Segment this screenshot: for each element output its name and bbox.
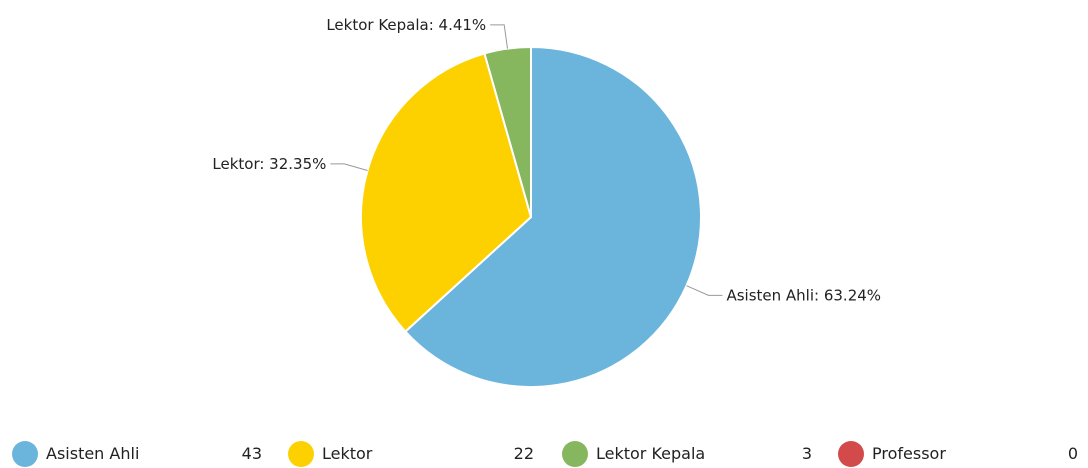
legend-value: 22 [513, 444, 534, 463]
pie-label-asisten-ahli: Asisten Ahli: 63.24% [726, 286, 881, 304]
pie-leader-asisten-ahli [686, 285, 723, 296]
pie-slice-asisten-ahli[interactable] [403, 45, 702, 388]
pie-label-lektor-kepala: Lektor Kepala: 4.41% [326, 16, 486, 34]
legend-value: 43 [241, 444, 262, 463]
chart-legend: Asisten Ahli 43 Lektor 22 Lektor Kepala … [0, 440, 1088, 468]
pie-slice-lektor-kepala[interactable] [483, 45, 532, 218]
pie-leader-lines [330, 24, 723, 296]
legend-swatch-asisten-ahli [12, 441, 38, 467]
legend-value: 3 [801, 444, 812, 463]
pie-label-lektor: Lektor: 32.35% [212, 155, 326, 173]
pie-chart: Asisten Ahli: 63.24% Lektor: 32.35% Lektor… [212, 16, 881, 388]
pie-labels: Asisten Ahli: 63.24% Lektor: 32.35% Lektor… [212, 16, 881, 305]
legend-label: Professor [872, 444, 946, 463]
pie-slices [360, 45, 702, 388]
legend-value: 0 [1067, 444, 1078, 463]
legend-label: Lektor [322, 444, 373, 463]
legend-swatch-lektor [288, 441, 314, 467]
pie-leader-lektor [330, 163, 368, 171]
legend-label: Asisten Ahli [46, 444, 140, 463]
legend-swatch-professor [838, 441, 864, 467]
legend-label: Lektor Kepala [596, 444, 706, 463]
pie-leader-lektor-kepala [490, 24, 509, 49]
legend-swatch-lektor-kepala [562, 441, 588, 467]
